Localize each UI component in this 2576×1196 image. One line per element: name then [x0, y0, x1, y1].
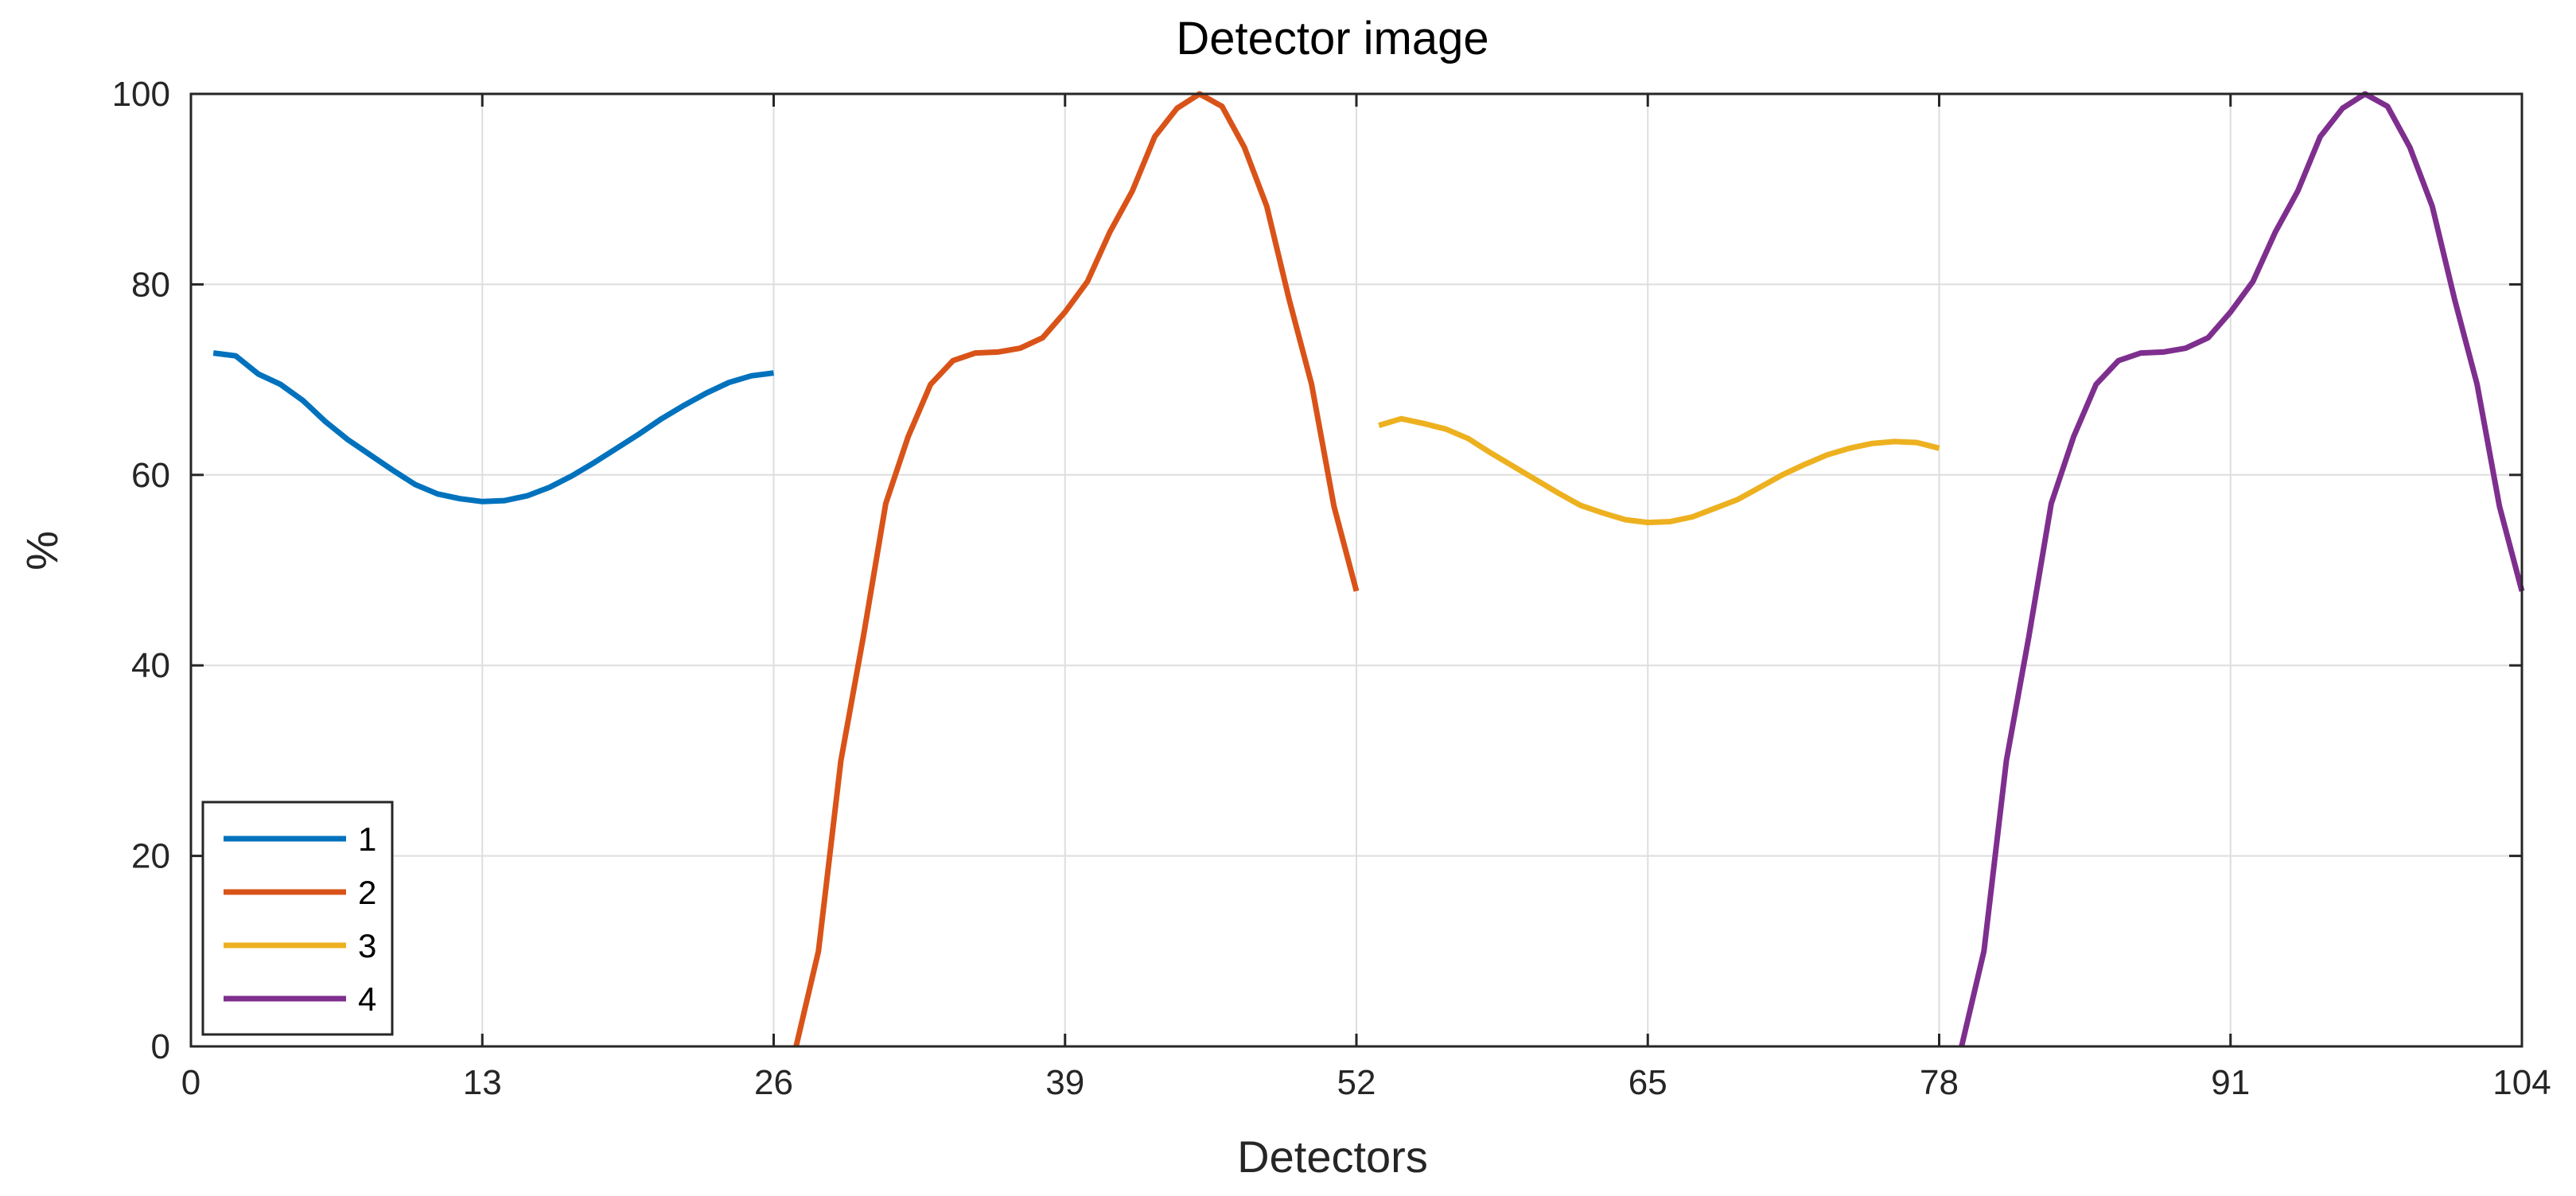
series-lines — [212, 91, 2525, 1047]
y-tick-label: 100 — [112, 75, 170, 114]
legend-label-4: 4 — [358, 980, 376, 1018]
x-tick-label: 78 — [1920, 1063, 1959, 1102]
series-line-1 — [212, 350, 774, 505]
y-tick-label: 80 — [131, 265, 170, 304]
legend-label-1: 1 — [358, 820, 376, 858]
x-axis-label: Detectors — [1237, 1132, 1428, 1182]
series-line-4 — [1959, 91, 2525, 1047]
y-tick-label: 20 — [131, 837, 170, 876]
y-tick-labels: 0 20 40 60 80 100 — [112, 75, 170, 1066]
y-axis-label: % — [17, 531, 67, 571]
x-tick-label: 65 — [1628, 1063, 1667, 1102]
legend-label-3: 3 — [358, 927, 376, 964]
legend-label-2: 2 — [358, 874, 376, 911]
y-tick-label: 60 — [131, 456, 170, 495]
x-tick-label: 39 — [1045, 1063, 1084, 1102]
y-tick-label: 0 — [151, 1027, 170, 1066]
axes — [189, 92, 2523, 1048]
series-line-3 — [1378, 415, 1940, 526]
x-tick-label: 91 — [2211, 1063, 2250, 1102]
x-tick-label: 13 — [463, 1063, 502, 1102]
grid-lines — [191, 94, 2522, 1046]
legend: 1 2 3 4 — [201, 801, 394, 1036]
x-tick-label: 52 — [1337, 1063, 1376, 1102]
x-tick-label: 0 — [181, 1063, 200, 1102]
y-tick-label: 40 — [131, 646, 170, 685]
x-tick-labels: 0 13 26 39 52 65 78 91 104 — [181, 1063, 2551, 1102]
x-tick-label: 104 — [2492, 1063, 2551, 1102]
chart-title: Detector image — [1176, 13, 1488, 64]
x-tick-label: 26 — [754, 1063, 793, 1102]
series-line-2 — [793, 91, 1360, 1047]
